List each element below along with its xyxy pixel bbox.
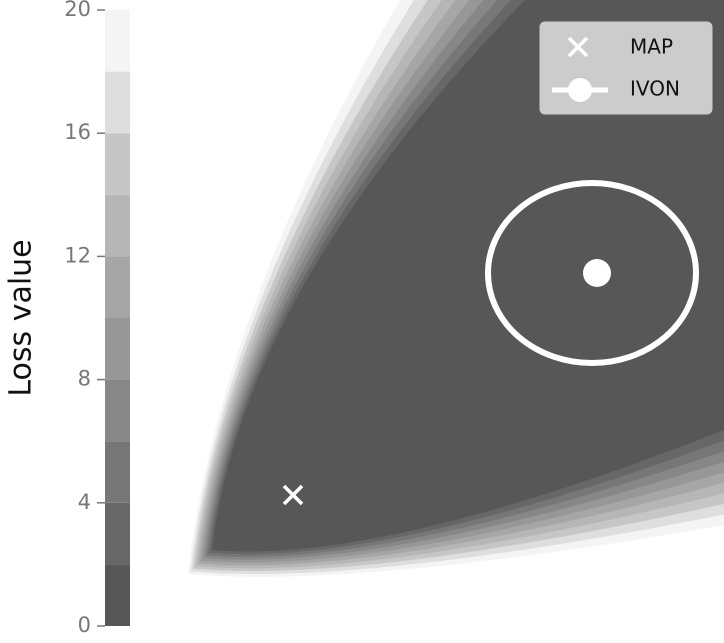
ivon-ellipse (485, 180, 699, 366)
legend-marker (567, 36, 589, 58)
legend-label: MAP (630, 35, 673, 59)
colorbar-band (105, 379, 130, 442)
colorbar-label: Loss value (4, 239, 39, 396)
tick-label: 12 (64, 243, 91, 267)
tick-label: 0 (78, 613, 91, 637)
colorbar-band (105, 71, 130, 134)
legend-marker (568, 78, 592, 102)
tick-label: 4 (78, 490, 91, 514)
colorbar-band (105, 256, 130, 318)
contour-plot (188, 0, 724, 577)
tick-label: 20 (64, 0, 91, 21)
colorbar-band (105, 441, 130, 503)
tick-label: 8 (78, 367, 91, 391)
colorbar-band (105, 10, 130, 72)
legend-box (539, 21, 713, 115)
ivon-marker (583, 259, 611, 287)
legend-label: IVON (630, 77, 680, 101)
colorbar: 0 4 8 12 16 20 (64, 0, 130, 637)
contour-band (212, 0, 724, 552)
legend: MAP IVON (539, 21, 713, 115)
colorbar-band (105, 318, 130, 380)
markers (282, 180, 699, 506)
colorbar-band (105, 564, 130, 626)
colorbar-band (105, 502, 130, 565)
colorbar-band (105, 133, 130, 195)
map-marker (282, 484, 304, 506)
tick-label: 16 (64, 120, 91, 144)
colorbar-band (105, 194, 130, 257)
